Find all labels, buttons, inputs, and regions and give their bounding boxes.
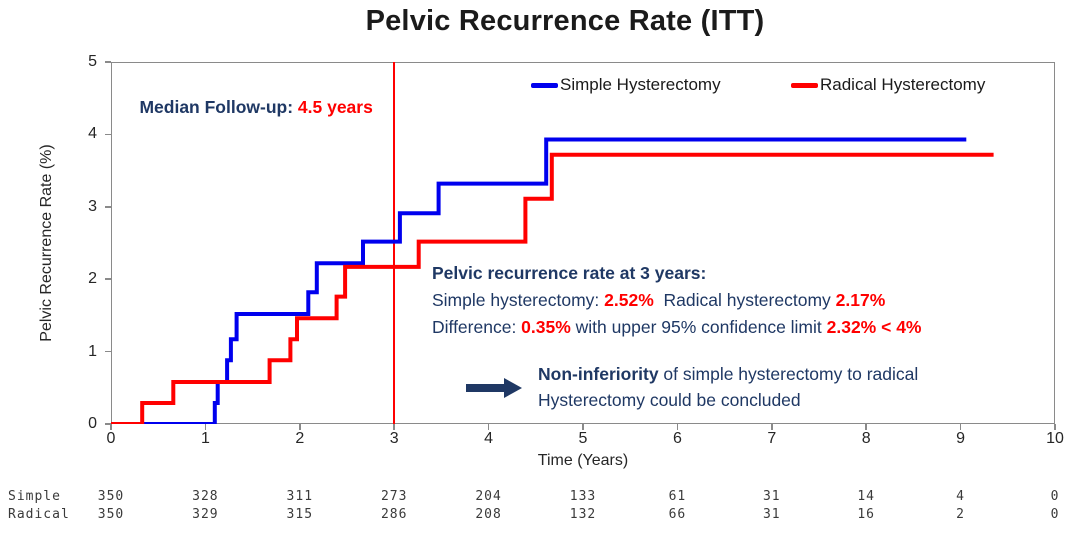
y-axis-label: Pelvic Recurrence Rate (%) bbox=[38, 144, 55, 342]
x-tick-mark bbox=[676, 424, 679, 430]
risk-value: 132 bbox=[569, 507, 597, 522]
risk-value: 61 bbox=[668, 489, 687, 504]
risk-value: 31 bbox=[762, 489, 781, 504]
risk-value: 286 bbox=[380, 507, 408, 522]
risk-value: 208 bbox=[475, 507, 502, 522]
x-tick-mark bbox=[582, 424, 584, 430]
x-tick-label: 8 bbox=[861, 430, 871, 447]
text-segment: Difference: bbox=[432, 317, 522, 337]
y-tick-label: 1 bbox=[88, 342, 97, 360]
risk-value: 66 bbox=[668, 507, 687, 522]
x-tick-label: 4 bbox=[484, 430, 494, 447]
x-tick-mark bbox=[393, 424, 395, 430]
y-tick-label: 5 bbox=[88, 53, 97, 70]
risk-value: 0 bbox=[1050, 489, 1060, 504]
text-segment: Simple hysterectomy: bbox=[432, 290, 605, 310]
median-followup-label: Median Follow-up: bbox=[139, 97, 298, 117]
x-tick-mark bbox=[771, 424, 773, 430]
risk-value: 4 bbox=[956, 489, 965, 504]
risk-value: 273 bbox=[380, 489, 408, 504]
text-segment: 2.52% bbox=[604, 290, 654, 310]
risk-value: 2 bbox=[956, 507, 965, 522]
y-tick-label: 2 bbox=[88, 270, 97, 288]
text-segment: of simple hysterectomy to radical bbox=[658, 364, 919, 384]
x-tick-mark bbox=[865, 424, 867, 430]
stats-line-difference: Difference: 0.35% with upper 95% confide… bbox=[432, 317, 921, 338]
risk-value: 329 bbox=[192, 507, 219, 522]
series-curve-radical bbox=[111, 152, 994, 424]
y-tick-mark bbox=[105, 278, 111, 280]
text-segment: Radical hysterectomy bbox=[653, 290, 836, 310]
risk-row-label: Simple bbox=[8, 489, 61, 504]
risk-value: 315 bbox=[286, 507, 314, 522]
x-tick-label: 3 bbox=[389, 430, 399, 447]
y-tick-mark bbox=[105, 423, 111, 425]
conclusion-line-1: Non-inferiority of simple hysterectomy t… bbox=[538, 364, 918, 385]
legend-label-radical: Radical Hysterectomy bbox=[820, 75, 986, 94]
x-tick-mark bbox=[204, 424, 207, 430]
x-tick-label: 10 bbox=[1046, 430, 1064, 447]
risk-value: 16 bbox=[857, 507, 876, 522]
median-followup-note: Median Follow-up: 4.5 years bbox=[120, 76, 373, 139]
y-tick-label: 0 bbox=[88, 415, 97, 432]
y-tick-mark bbox=[105, 350, 111, 353]
stats-line-rates: Simple hysterectomy: 2.52% Radical hyste… bbox=[432, 290, 885, 311]
x-tick-mark bbox=[1054, 424, 1056, 430]
risk-value: 311 bbox=[286, 489, 314, 504]
arrow-icon bbox=[466, 378, 522, 398]
x-tick-label: 5 bbox=[578, 430, 588, 447]
risk-value: 350 bbox=[97, 507, 125, 522]
y-tick-mark bbox=[105, 206, 111, 208]
x-axis-label: Time (Years) bbox=[537, 452, 629, 469]
legend-swatch-radical bbox=[791, 82, 818, 88]
chart-canvas bbox=[111, 137, 994, 424]
risk-value: 328 bbox=[192, 489, 219, 504]
y-tick-label: 4 bbox=[88, 125, 97, 143]
x-tick-mark bbox=[110, 424, 112, 430]
text-segment: Non-inferiority bbox=[538, 364, 659, 384]
median-followup-value: 4.5 years bbox=[297, 97, 373, 117]
y-tick-mark bbox=[105, 61, 111, 63]
risk-value: 14 bbox=[857, 489, 876, 504]
legend-swatch-simple bbox=[531, 82, 558, 88]
legend-item-simple: Simple Hysterectomy bbox=[531, 75, 721, 95]
x-tick-label: 7 bbox=[767, 430, 777, 447]
risk-row-label: Radical bbox=[8, 507, 70, 522]
x-tick-mark bbox=[487, 424, 490, 430]
chart-title: Pelvic Recurrence Rate (ITT) bbox=[365, 5, 765, 37]
text-segment: with upper 95% confidence limit bbox=[570, 317, 827, 337]
legend-label-simple: Simple Hysterectomy bbox=[560, 75, 721, 94]
series-curve-simple bbox=[111, 137, 967, 424]
risk-value: 133 bbox=[569, 489, 597, 504]
stats-heading: Pelvic recurrence rate at 3 years: bbox=[432, 263, 707, 283]
x-tick-label: 2 bbox=[295, 430, 305, 447]
y-tick-label: 3 bbox=[88, 197, 97, 215]
x-tick-label: 0 bbox=[106, 430, 116, 447]
x-tick-label: 9 bbox=[956, 430, 966, 447]
risk-value: 31 bbox=[762, 507, 781, 522]
y-tick-mark bbox=[105, 133, 111, 136]
text-segment: 2.32% < 4% bbox=[826, 317, 922, 337]
risk-value: 350 bbox=[97, 489, 125, 504]
risk-value: 204 bbox=[475, 489, 502, 504]
x-tick-mark bbox=[959, 424, 962, 430]
text-segment: 2.17% bbox=[835, 290, 886, 310]
text-segment: 0.35% bbox=[521, 317, 571, 337]
x-tick-mark bbox=[299, 424, 301, 430]
legend-item-radical: Radical Hysterectomy bbox=[791, 75, 985, 95]
x-tick-label: 1 bbox=[200, 430, 210, 447]
text-segment: Hysterectomy could be concluded bbox=[538, 390, 801, 410]
x-tick-label: 6 bbox=[672, 430, 682, 447]
conclusion-line-2: Hysterectomy could be concluded bbox=[538, 390, 801, 411]
risk-value: 0 bbox=[1050, 507, 1060, 522]
